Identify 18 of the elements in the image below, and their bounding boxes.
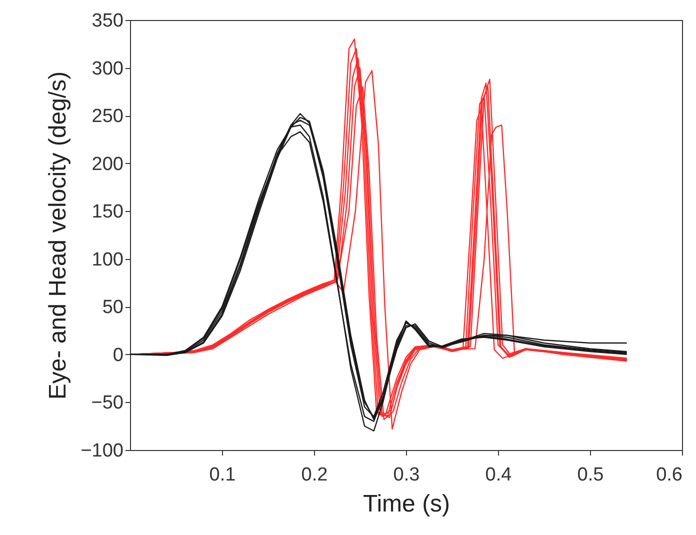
x-tick-label: 0.4 (485, 464, 512, 486)
y-tick-label: 200 (92, 154, 124, 175)
x-axis-title: Time (s) (362, 490, 450, 518)
y-tick-label: 0 (112, 344, 124, 366)
y-tick-label: −50 (91, 392, 124, 414)
y-tick-label: 250 (92, 106, 124, 128)
y-axis-title: Eye- and Head velocity (deg/s) (44, 71, 72, 400)
y-tick-label: 300 (92, 58, 124, 80)
x-tick-label: 0.1 (209, 464, 236, 486)
x-tick-label: 0.6 (656, 464, 682, 486)
y-tick-label: −100 (80, 440, 124, 462)
x-tick-label: 0.2 (301, 464, 328, 486)
y-tick-label: 50 (102, 297, 124, 318)
x-tick-label: 0.5 (577, 464, 604, 486)
x-tick-label: 0.3 (393, 464, 420, 486)
y-tick-label: 100 (92, 249, 124, 270)
y-tick-label: 150 (92, 202, 124, 223)
y-tick-label: 350 (92, 10, 124, 32)
